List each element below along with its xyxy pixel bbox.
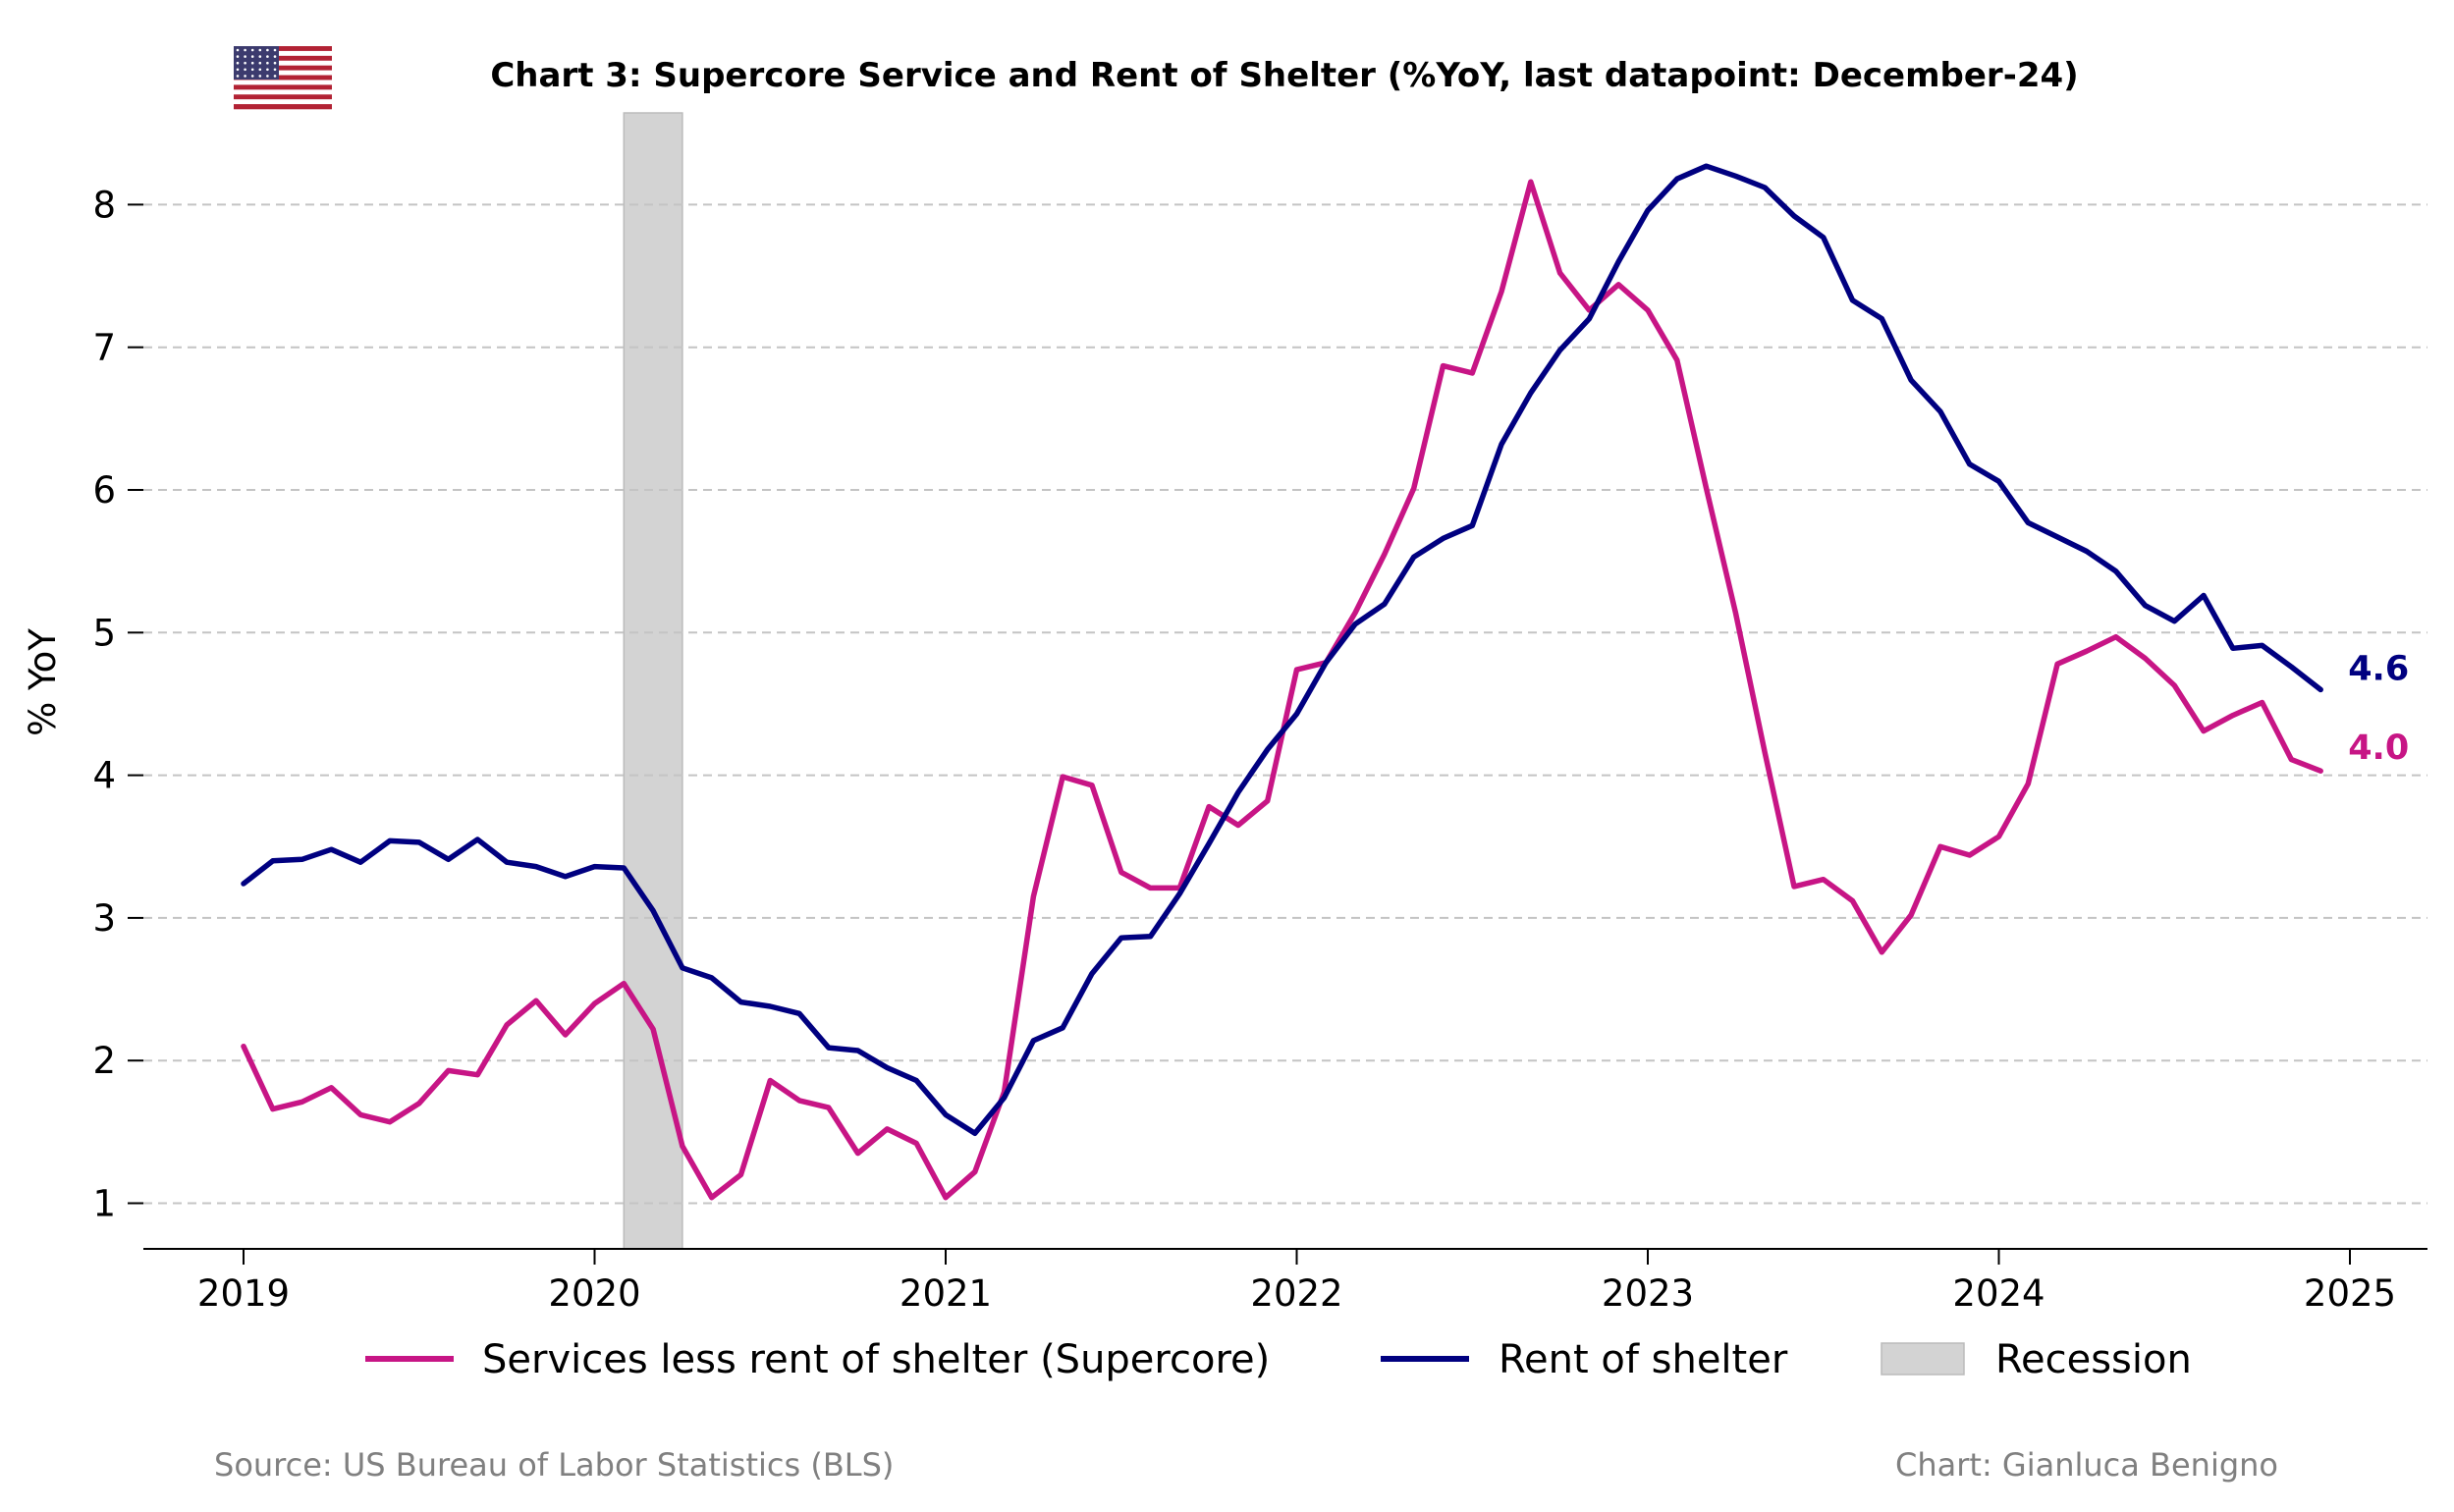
y-tick-label-5: 5 (92, 612, 116, 654)
y-tick-label-8: 8 (92, 184, 116, 226)
y-tick-label-3: 3 (92, 897, 116, 940)
legend-label-rent-of-shelter: Rent of shelter (1499, 1337, 1788, 1382)
y-tick-label-7: 7 (92, 327, 116, 369)
series-line-supercore (241, 179, 2323, 1201)
y-axis: 1 2 3 4 5 6 7 8 (92, 184, 143, 1225)
recession-layer (623, 112, 683, 1250)
x-tick-label-2019: 2019 (197, 1272, 290, 1315)
legend-label-recession: Recession (1995, 1337, 2192, 1382)
x-tick-label-2022: 2022 (1250, 1272, 1342, 1315)
legend-item-supercore: Services less rent of shelter (Supercore… (365, 1337, 1270, 1382)
x-tick-label-2024: 2024 (1952, 1272, 2045, 1315)
y-tick-label-2: 2 (92, 1040, 116, 1082)
y-tick-label-6: 6 (92, 469, 116, 512)
y-tick-label-1: 1 (92, 1183, 116, 1225)
legend: Services less rent of shelter (Supercore… (365, 1337, 2192, 1382)
legend-item-recession: Recession (1881, 1337, 2192, 1382)
us-flag-icon (234, 46, 332, 110)
end-label-supercore: 4.0 (2348, 729, 2409, 768)
legend-swatch-recession (1881, 1342, 1965, 1376)
y-axis-label: % YoY (22, 628, 64, 736)
chart-title: Chart 3: Supercore Service and Rent of S… (490, 56, 2078, 95)
series-line-rent-of-shelter (241, 163, 2323, 1137)
chart-credit: Chart: Gianluca Benigno (1895, 1446, 2278, 1484)
x-tick-label-2023: 2023 (1602, 1272, 1694, 1315)
end-label-rent-of-shelter: 4.6 (2348, 649, 2409, 688)
x-tick-label-2020: 2020 (548, 1272, 640, 1315)
series-layer (241, 163, 2323, 1201)
grid-layer (143, 203, 2427, 1205)
legend-item-rent-of-shelter: Rent of shelter (1381, 1337, 1788, 1382)
source-note: Source: US Bureau of Labor Statistics (B… (214, 1446, 894, 1484)
x-axis: 2019 2020 2021 2022 2023 2024 2025 (197, 1249, 2396, 1315)
y-tick-label-4: 4 (92, 755, 116, 797)
x-tick-label-2021: 2021 (900, 1272, 992, 1315)
x-tick-label-2025: 2025 (2304, 1272, 2396, 1315)
legend-label-supercore: Services less rent of shelter (Supercore… (482, 1337, 1270, 1382)
recession-band (623, 112, 683, 1250)
end-label-layer: 4.0 4.6 (2348, 649, 2409, 768)
